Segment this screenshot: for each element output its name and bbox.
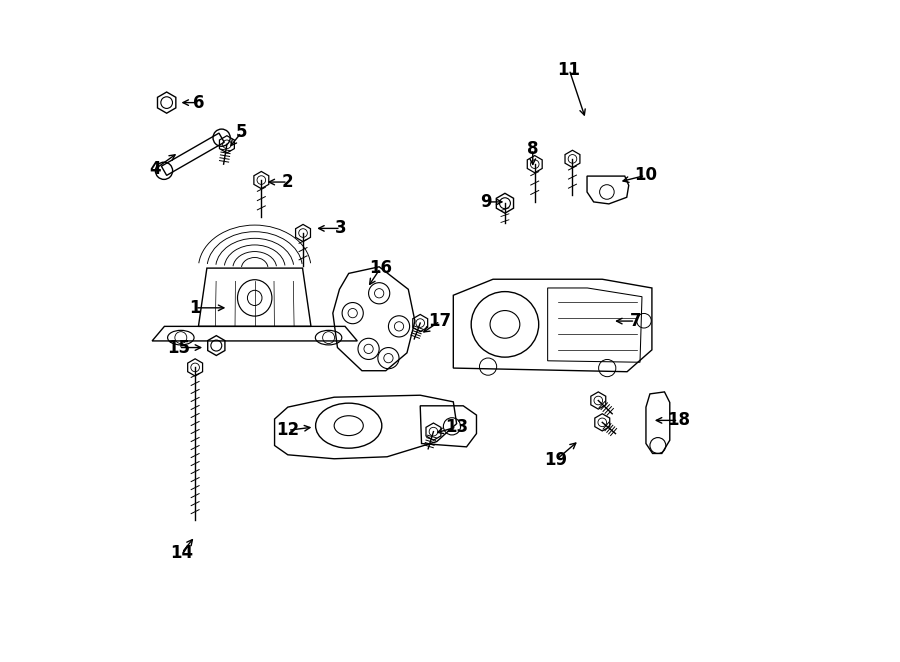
Text: 12: 12: [276, 421, 300, 440]
Text: 7: 7: [629, 312, 641, 330]
Text: 9: 9: [481, 193, 492, 211]
Text: 13: 13: [446, 418, 468, 436]
Text: 16: 16: [369, 259, 392, 277]
Text: 17: 17: [428, 312, 452, 330]
Text: 3: 3: [335, 219, 346, 238]
Text: 4: 4: [149, 160, 161, 178]
Text: 14: 14: [170, 544, 194, 562]
Text: 8: 8: [527, 140, 538, 158]
Text: 10: 10: [634, 166, 657, 185]
Text: 6: 6: [193, 93, 204, 112]
Text: 2: 2: [282, 173, 293, 191]
Text: 15: 15: [167, 338, 190, 357]
Text: 19: 19: [544, 451, 568, 469]
Text: 5: 5: [236, 123, 248, 142]
Text: 11: 11: [558, 60, 580, 79]
Text: 1: 1: [189, 299, 201, 317]
Text: 18: 18: [667, 411, 690, 430]
